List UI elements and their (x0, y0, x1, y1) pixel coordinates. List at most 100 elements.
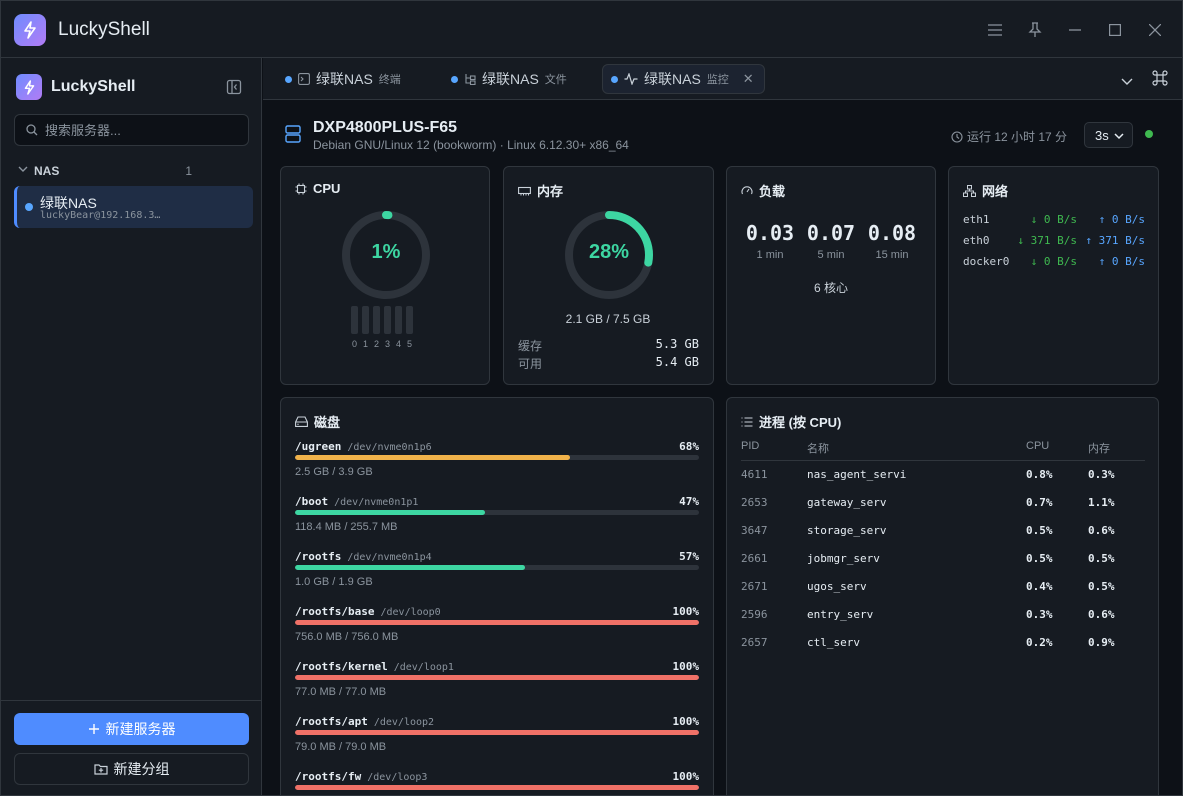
table-row[interactable]: 2653 gateway_serv 0.7% 1.1% (741, 496, 1145, 524)
column-header-memory[interactable]: 内存 (1088, 443, 1110, 455)
network-icon (963, 184, 976, 197)
search-input[interactable] (45, 115, 245, 145)
memory-title-text: 内存 (537, 184, 564, 199)
tab-label: 绿联NAS (482, 71, 539, 87)
status-dot (25, 203, 33, 211)
load-card-title: 负载 (741, 181, 785, 200)
cpu-gauge (342, 211, 430, 299)
cpu-gauge-arc (342, 211, 430, 299)
process-name: storage_serv (807, 524, 887, 537)
disk-mount: /rootfs/kernel/dev/loop1 (295, 660, 454, 673)
interface-name: eth0 (963, 234, 990, 247)
tab-terminal[interactable]: 绿联NAS 终端 (277, 64, 401, 94)
new-group-button[interactable]: 新建分组 (14, 753, 249, 785)
sidebar-logo-icon (16, 74, 42, 100)
group-header-nas[interactable]: NAS 1 (18, 162, 248, 178)
list-icon (741, 416, 753, 427)
pin-icon[interactable] (1025, 20, 1045, 40)
cpu-core-labels: 0 1 2 3 4 5 (351, 339, 413, 349)
table-row[interactable]: 4611 nas_agent_servi 0.8% 0.3% (741, 468, 1145, 496)
refresh-interval-select[interactable]: 3s (1084, 122, 1133, 148)
menu-icon[interactable] (985, 20, 1005, 40)
close-window-icon[interactable] (1145, 20, 1165, 40)
tab-close-icon[interactable]: ✕ (742, 71, 754, 86)
column-header-pid[interactable]: PID (741, 440, 760, 452)
network-row-eth1: eth1 ↓ 0 B/s ↑ 0 B/s (963, 213, 1145, 227)
disk-device: /dev/loop0 (380, 607, 441, 618)
disk-usage-bar (295, 565, 699, 570)
minimize-icon[interactable] (1065, 20, 1085, 40)
upload-value: 0 B/s (1111, 213, 1145, 226)
disk-mount: /boot/dev/nvme0n1p1 (295, 495, 418, 508)
disk-size: 77.0 MB / 77.0 MB (295, 686, 387, 698)
table-row[interactable]: 2661 jobmgr_serv 0.5% 0.5% (741, 552, 1145, 580)
core-label: 4 (395, 339, 401, 349)
search-icon (26, 124, 38, 136)
disk-usage-fill (295, 730, 699, 735)
process-card-title: 进程 (按 CPU) (741, 412, 841, 431)
memory-available-label: 可用 (518, 357, 543, 371)
memory-card: 内存 28% 2.1 GB / 7.5 GB 缓存 5.3 GB 可用 5.4 … (503, 166, 714, 385)
column-header-cpu[interactable]: CPU (1026, 440, 1050, 452)
process-cpu: 0.8% (1026, 468, 1053, 481)
process-name: gateway_serv (807, 496, 887, 509)
process-pid: 2596 (741, 608, 768, 621)
memory-cache-row: 缓存 5.3 GB (518, 337, 699, 354)
sidebar-item-server[interactable]: 绿联NAS luckyBear@192.168.3… (14, 186, 253, 228)
process-pid: 3647 (741, 524, 768, 537)
disk-device: /dev/nvme0n1p6 (347, 442, 432, 453)
cpu-card-title: CPU (295, 181, 340, 196)
memory-available-row: 可用 5.4 GB (518, 355, 699, 372)
disk-usage-fill (295, 785, 699, 790)
chevron-down-icon (1114, 133, 1124, 140)
gauge-icon (741, 185, 753, 194)
load-1min: 0.03 1 min (741, 221, 799, 261)
cpu-core-bars (351, 306, 413, 334)
uptime-text: 运行 12 小时 17 分 (967, 130, 1068, 144)
process-pid: 4611 (741, 468, 768, 481)
table-row[interactable]: 2596 entry_serv 0.3% 0.6% (741, 608, 1145, 636)
download-value: 0 B/s (1043, 255, 1077, 268)
disk-mount: /rootfs/base/dev/loop0 (295, 605, 441, 618)
process-memory: 0.5% (1088, 580, 1115, 593)
disk-device: /dev/loop3 (367, 772, 428, 783)
tab-files[interactable]: 绿联NAS 文件 (443, 64, 567, 94)
process-pid: 2657 (741, 636, 768, 649)
live-status-dot (1145, 130, 1153, 138)
load-label: 5 min (817, 249, 845, 261)
disk-mount-text: /rootfs (295, 550, 342, 563)
download-rate: ↓ 371 B/s (1017, 234, 1077, 247)
disk-usage-fill (295, 455, 570, 460)
memory-gauge-arc (565, 211, 653, 299)
core-label: 2 (373, 339, 379, 349)
table-row[interactable]: 3647 storage_serv 0.5% 0.6% (741, 524, 1145, 552)
load-15min: 0.08 15 min (863, 221, 921, 261)
monitor-panel: DXP4800PLUS-F65 Debian GNU/Linux 12 (boo… (263, 100, 1182, 795)
tab-status-dot (451, 75, 458, 83)
tab-sublabel: 文件 (544, 74, 567, 86)
maximize-icon[interactable] (1105, 20, 1125, 40)
sidebar-collapse-icon[interactable] (226, 79, 242, 95)
refresh-interval-value: 3s (1095, 127, 1109, 143)
disk-usage-fill (295, 510, 485, 515)
process-memory: 0.6% (1088, 524, 1115, 537)
tab-monitor[interactable]: 绿联NAS 监控 ✕ (602, 64, 765, 94)
host-name: DXP4800PLUS-F65 (313, 119, 458, 136)
table-row[interactable]: 2671 ugos_serv 0.4% 0.5% (741, 580, 1145, 608)
disk-device: /dev/loop1 (393, 662, 454, 673)
folder-tree-icon (464, 73, 476, 85)
process-name: nas_agent_servi (807, 468, 907, 481)
disk-mount: /rootfs/apt/dev/loop2 (295, 715, 434, 728)
memory-gauge (565, 211, 653, 299)
tab-status-dot (611, 75, 618, 83)
network-row-eth0: eth0 ↓ 371 B/s ↑ 371 B/s (963, 234, 1145, 248)
command-icon[interactable] (1152, 70, 1168, 91)
process-name: entry_serv (807, 608, 874, 621)
table-row[interactable]: 2657 ctl_serv 0.2% 0.9% (741, 636, 1145, 664)
column-header-name[interactable]: 名称 (807, 443, 829, 455)
disk-size: 756.0 MB / 756.0 MB (295, 631, 399, 643)
tabs-dropdown-icon[interactable] (1121, 73, 1133, 91)
new-server-button[interactable]: 新建服务器 (14, 713, 249, 745)
disk-mount-text: /rootfs/apt (295, 715, 368, 728)
process-memory: 0.9% (1088, 636, 1115, 649)
